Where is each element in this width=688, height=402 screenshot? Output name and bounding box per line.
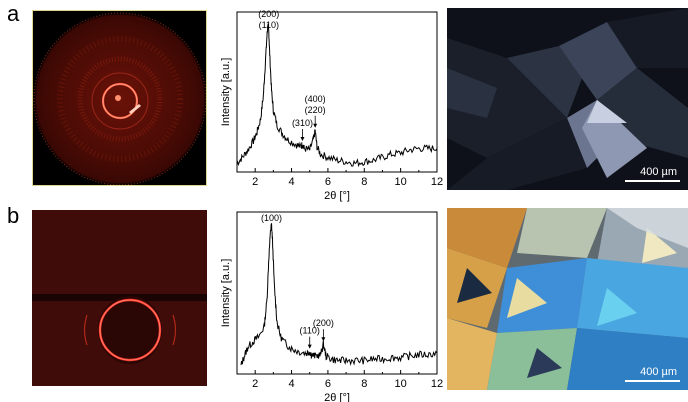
chart-a-xtick-label: 4 [288,176,294,188]
chart-b-xtick-label: 4 [288,378,294,390]
chart-b-peak-label: (100) [261,213,282,223]
scale-bar-label-a: 400 µm [640,166,677,178]
chart-b-peak-arrowhead [307,344,312,349]
chart-b-peak-label: (200) [313,318,334,328]
chart-b-xtick-label: 2 [252,378,258,390]
chart-a-peak-label: (310) [292,118,313,128]
saxs-pattern-a [32,10,207,186]
chart-a-xtick-label: 6 [325,176,331,188]
scale-bar-b [625,380,680,382]
chart-b-xtick-label: 6 [325,378,331,390]
chart-a-peak-arrowhead [313,123,318,128]
chart-b-xlabel: 2θ [°] [324,392,350,402]
chart-b-ylabel: Intensity [a.u.] [220,259,232,327]
chart-a-peak-arrowhead [300,137,305,142]
scale-bar-a [625,180,680,182]
chart-a-peak-label: (200) [258,9,279,19]
scale-bar-label-b: 400 µm [640,366,677,378]
pom-image-a: 400 µm [447,8,688,190]
chart-a-xtick-label: 10 [395,176,407,188]
chart-b-series-line [240,223,438,366]
chart-a-plot-frame [236,11,438,173]
chart-a-peak-label: (400) [305,94,326,104]
panel-letter-a: a [7,1,20,26]
chart-a-xtick-label: 12 [431,176,443,188]
chart-b-plot-frame [236,211,438,375]
chart-b-xtick-label: 10 [395,378,407,390]
panel-letter-b: b [7,203,20,228]
xrd-chart-b: 2 4 6 8 10 12 2θ [°] Intensity [a.u.] (100) (110)… [215,210,443,402]
chart-a-xtick-label: 8 [361,176,367,188]
chart-a-series-line [236,23,438,168]
chart-a-ylabel: Intensity [a.u.] [220,58,232,126]
chart-b-peak-label: (110) [300,326,320,336]
chart-a-xlabel: 2θ [°] [324,190,350,202]
chart-a-xtick-label: 2 [252,176,258,188]
chart-a-peak-label: (110) [259,20,279,30]
saxs-pattern-b [32,210,207,386]
chart-b-peak-arrowhead [321,337,326,342]
chart-b-xtick-label: 12 [431,378,443,390]
chart-b-xtick-label: 8 [361,378,367,390]
chart-a-peak-label: (220) [305,105,326,115]
pom-image-b: 400 µm [447,208,688,390]
xrd-chart-a: 2 4 6 8 10 12 2θ [°] Intensity [a.u.] (200) (110)… [215,9,443,202]
